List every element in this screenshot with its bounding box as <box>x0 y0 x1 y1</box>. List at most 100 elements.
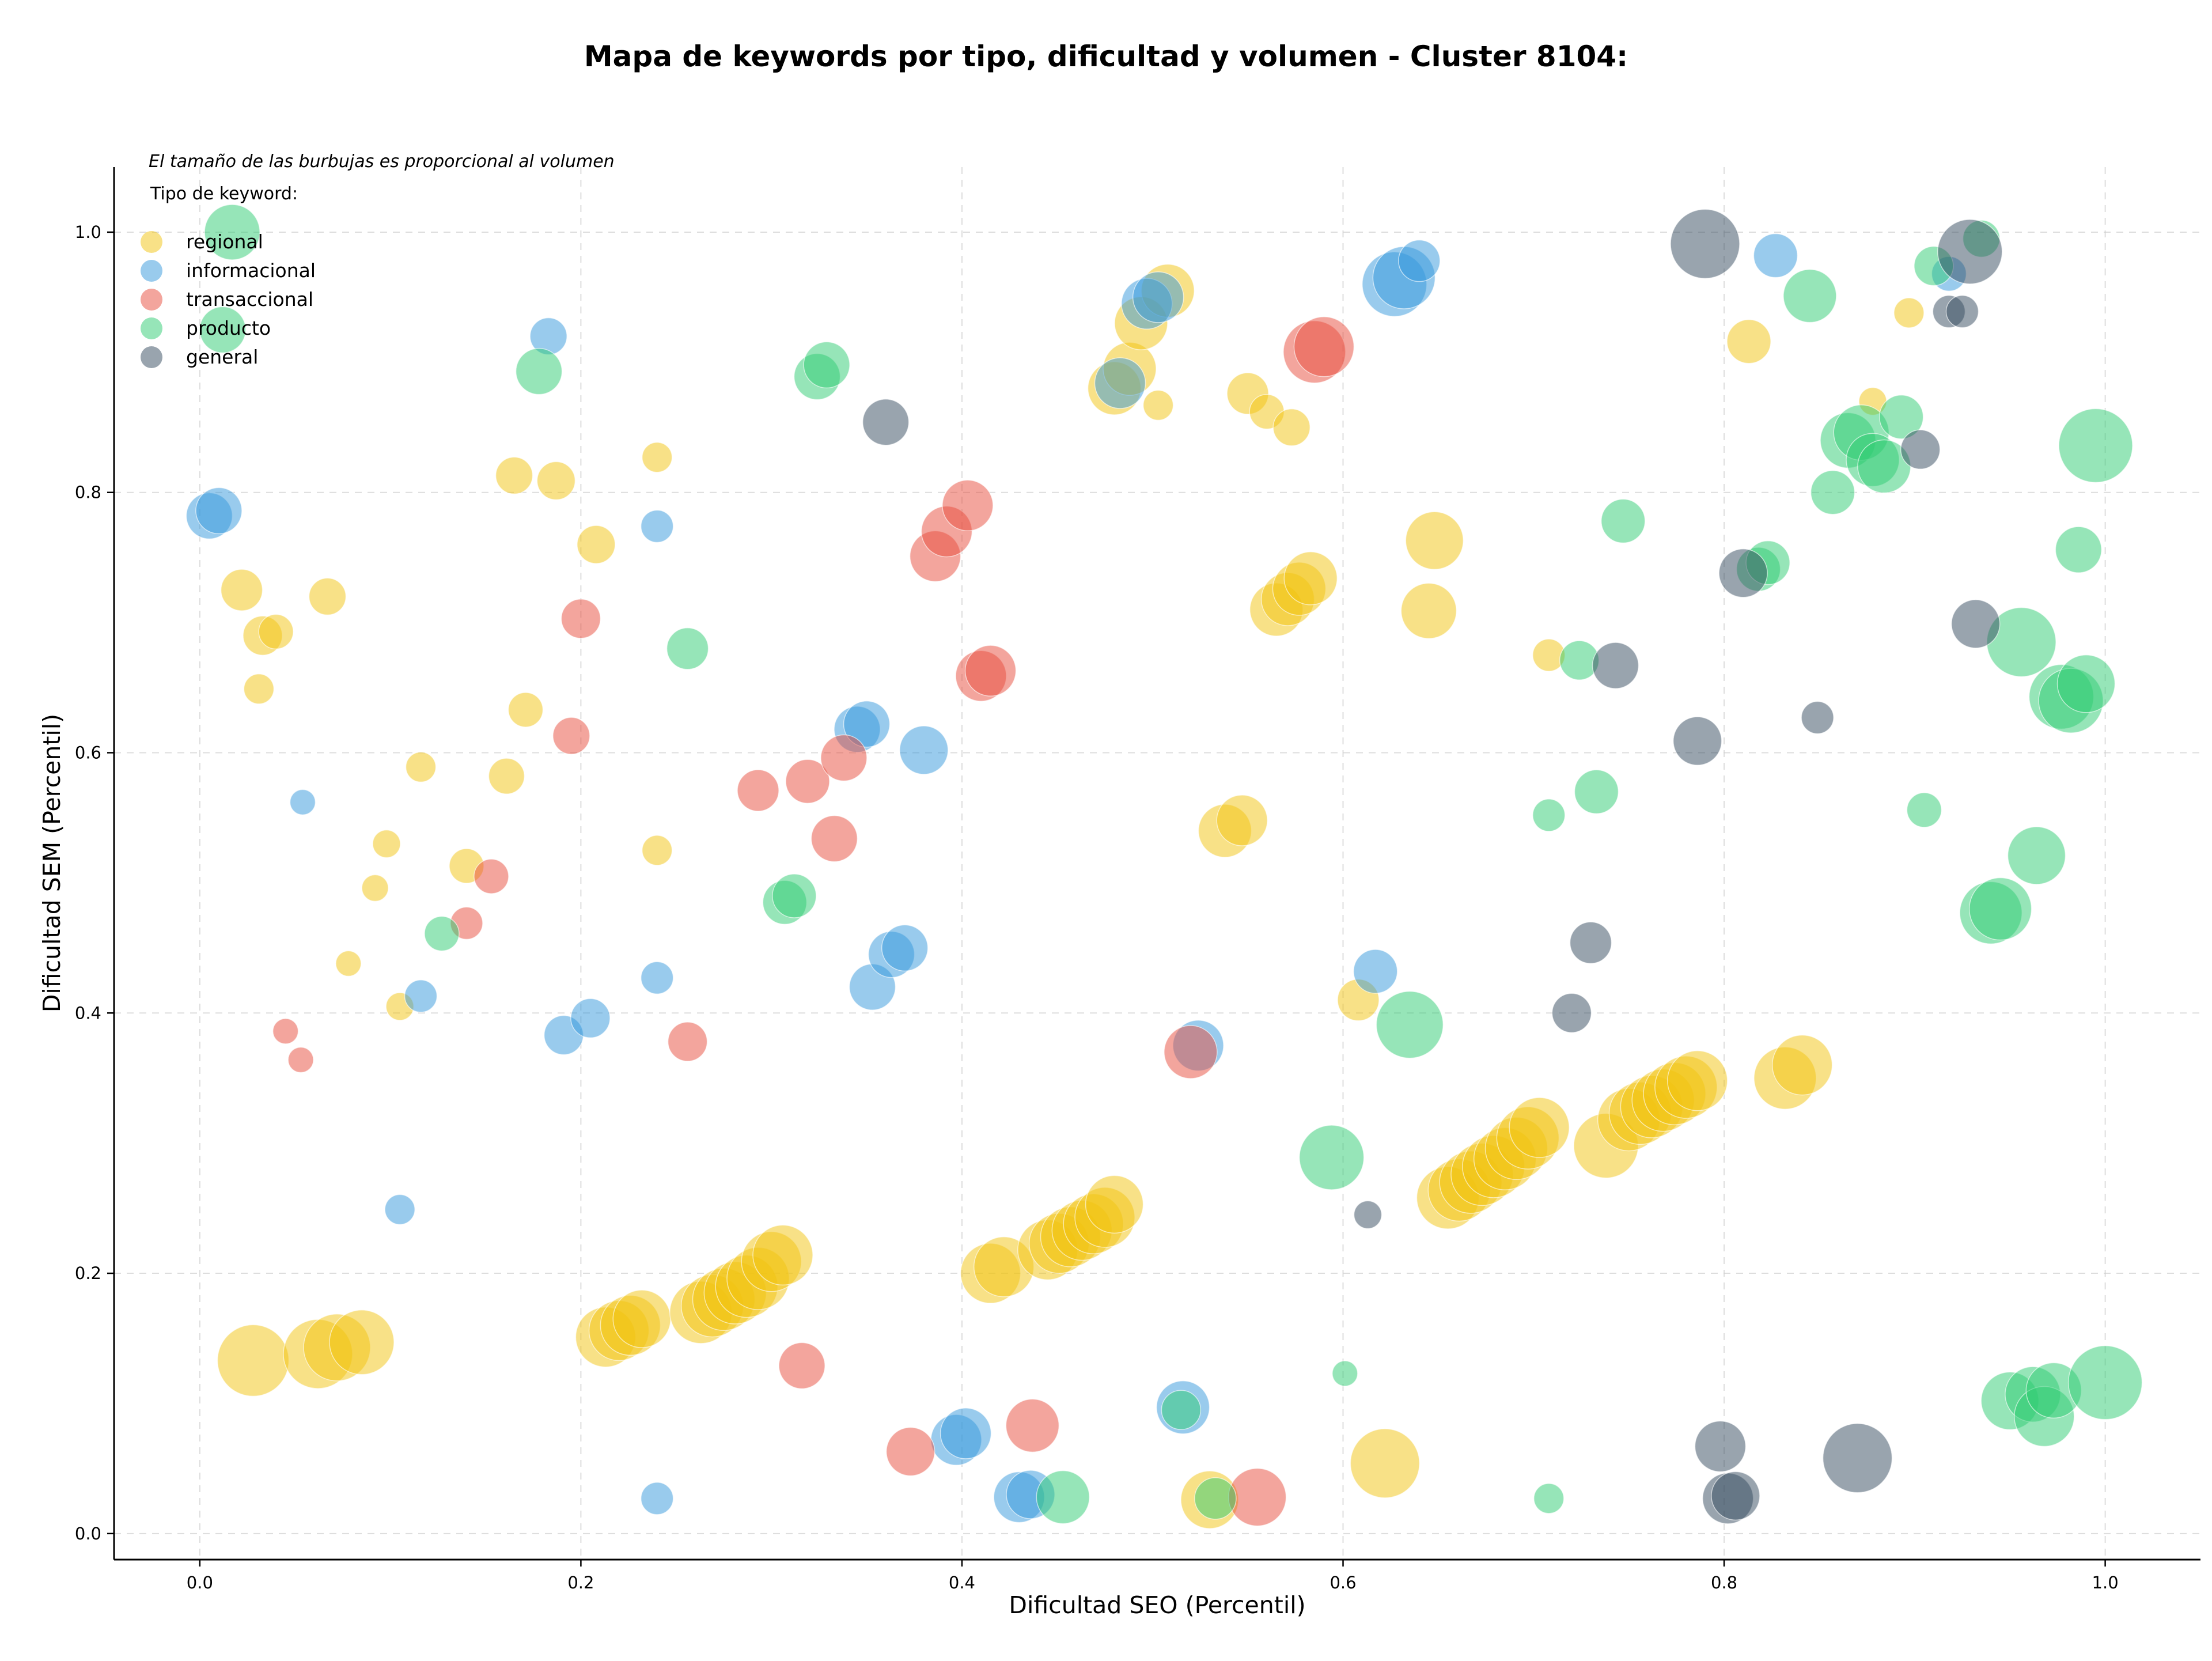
bubble-informacional <box>384 1194 415 1225</box>
bubble-transaccional <box>810 815 858 862</box>
bubble-regional <box>1283 551 1338 606</box>
bubble-informacional <box>899 725 949 775</box>
bubble-transaccional <box>560 599 601 639</box>
bubble-regional <box>641 441 673 473</box>
y-tick-label: 0.2 <box>75 1263 101 1283</box>
bubble-producto <box>1036 1470 1090 1524</box>
bubble-general <box>1670 209 1740 279</box>
bubble-regional <box>507 692 544 728</box>
legend-marker-transaccional <box>141 289 162 311</box>
y-tick-label: 0.6 <box>75 743 101 762</box>
bubble-producto <box>2055 526 2103 573</box>
bubble-general <box>1673 716 1722 766</box>
bubble-producto <box>1574 769 1619 815</box>
bubble-regional <box>1893 297 1925 328</box>
bubble-regional <box>220 569 263 611</box>
bubble-regional <box>1216 794 1268 846</box>
bubble-transaccional <box>885 1427 935 1477</box>
bubble-transaccional <box>1005 1398 1060 1453</box>
bubble-producto <box>1298 1125 1365 1190</box>
legend-marker-regional <box>141 231 162 253</box>
bubble-transaccional <box>1164 1025 1218 1079</box>
bubble-producto <box>2056 654 2116 713</box>
bubble-regional <box>641 835 673 866</box>
bubble-producto <box>199 306 247 354</box>
bubble-producto <box>1332 1360 1358 1387</box>
bubble-regional <box>1405 511 1464 570</box>
bubble-producto <box>1968 877 2032 941</box>
x-tick-label: 1.0 <box>2092 1573 2119 1592</box>
bubble-transaccional <box>552 717 590 755</box>
bubble-producto <box>666 627 709 670</box>
y-axis-label: Dificultad SEM (Percentil) <box>38 714 66 1012</box>
bubble-general <box>1551 993 1592 1034</box>
legend-note: El tamaño de las burbujas es proporciona… <box>149 152 615 172</box>
bubble-regional <box>372 829 401 858</box>
bubble-regional <box>258 614 294 650</box>
bubble-general <box>1801 701 1834 735</box>
x-axis-label: Dificultad SEO (Percentil) <box>1009 1591 1305 1619</box>
series-producto <box>199 204 2143 1524</box>
bubble-producto <box>2058 408 2133 483</box>
bubble-transaccional <box>964 645 1017 697</box>
axes <box>113 167 2200 1561</box>
x-tick-label: 0.2 <box>567 1573 594 1592</box>
bubble-producto <box>1376 990 1444 1059</box>
bubble-regional <box>361 874 389 902</box>
bubble-transaccional <box>778 1342 825 1390</box>
bubble-regional <box>577 525 616 564</box>
bubble-informacional <box>881 924 929 972</box>
y-tick-label: 0.4 <box>75 1003 101 1023</box>
bubble-regional <box>329 1310 395 1375</box>
bubble-producto <box>1600 498 1646 544</box>
bubble-general <box>1950 599 2001 649</box>
bubble-general <box>1694 1420 1747 1473</box>
x-tick-label: 0.4 <box>949 1573 975 1592</box>
bubble-regional <box>1272 408 1310 447</box>
legend-marker-producto <box>141 317 162 339</box>
bubble-producto <box>515 347 563 395</box>
series-regional <box>217 263 1925 1529</box>
bubble-regional <box>1400 582 1457 640</box>
legend-title: Tipo de keyword: <box>150 184 298 204</box>
bubble-regional <box>243 674 275 705</box>
x-tick-label: 0.8 <box>1711 1573 1737 1592</box>
bubble-regional <box>612 1289 672 1348</box>
bubble-informacional <box>289 789 316 816</box>
bubble-general <box>1937 219 2003 285</box>
bubble-general <box>1569 921 1612 964</box>
bubble-regional <box>1142 389 1174 421</box>
legend-marker-informacional <box>141 260 162 282</box>
bubble-regional <box>335 950 362 977</box>
bubble-informacional <box>1353 949 1398 994</box>
bubble-informacional <box>1398 239 1441 282</box>
legend-label-producto: producto <box>186 317 271 339</box>
legend-items: regional informacional transaccional produc… <box>141 230 316 368</box>
bubble-informacional <box>843 701 891 748</box>
y-tick-label: 1.0 <box>75 222 101 242</box>
bubble-general <box>1945 294 1979 328</box>
bubble-producto <box>2007 826 2066 885</box>
legend-label-regional: regional <box>186 230 263 253</box>
bubble-informacional <box>640 509 674 543</box>
bubble-regional <box>752 1224 813 1286</box>
series-informacional <box>185 233 1967 1523</box>
legend-label-transaccional: transaccional <box>186 288 313 311</box>
bubble-informacional <box>1094 357 1146 409</box>
y-tick-label: 0.0 <box>75 1524 101 1543</box>
legend-label-general: general <box>186 346 258 368</box>
bubble-transaccional <box>785 759 830 804</box>
bubble-regional <box>1726 319 1771 364</box>
bubble-transaccional <box>474 858 509 894</box>
grid <box>114 167 2200 1560</box>
bubble-regional <box>1667 1050 1728 1111</box>
bubble-producto <box>1906 792 1942 828</box>
bubble-regional <box>1771 1034 1833 1096</box>
bubble-transaccional <box>820 734 868 782</box>
bubble-transaccional <box>737 769 779 812</box>
bubble-regional <box>308 577 347 616</box>
bubble-producto <box>1533 1483 1565 1514</box>
legend-marker-general <box>141 346 162 368</box>
bubble-transaccional <box>287 1046 314 1073</box>
